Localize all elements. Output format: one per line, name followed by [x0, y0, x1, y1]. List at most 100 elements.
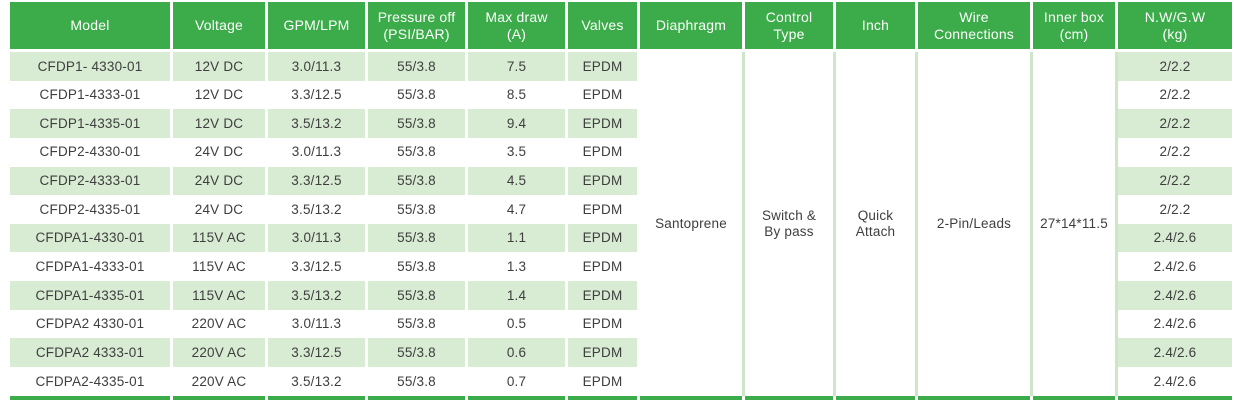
- cell-pressure-off: 55/3.8: [368, 367, 468, 396]
- cell-model: CFDP1-4335-01: [10, 109, 173, 138]
- cell-gpm-lpm: 3.3/12.5: [268, 252, 368, 282]
- table-bottom-border-row: [10, 395, 1232, 400]
- cell-voltage: 24V DC: [173, 166, 268, 196]
- cell-nw-gw: 2/2.2: [1118, 52, 1232, 81]
- cell-pressure-off: 55/3.8: [368, 252, 468, 282]
- cell-voltage: 12V DC: [173, 52, 268, 81]
- cell-valves: EPDM: [568, 252, 640, 282]
- bottom-border-segment-model: [10, 395, 173, 400]
- cell-max-draw: 0.5: [468, 309, 568, 339]
- bottom-border-segment-max-draw: [468, 395, 568, 400]
- cell-max-draw: 4.7: [468, 195, 568, 224]
- merged-cell-wire-connections: 2-Pin/Leads: [918, 52, 1033, 396]
- cell-nw-gw: 2.4/2.6: [1118, 223, 1232, 253]
- table-row: CFDPA2-4335-01 220V AC 3.5/13.2 55/3.8 0.7 EP…: [10, 367, 1232, 396]
- cell-gpm-lpm: 3.3/12.5: [268, 166, 368, 196]
- table-row: CFDP2-4335-01 24V DC 3.5/13.2 55/3.8 4.7 EPDM…: [10, 195, 1232, 224]
- cell-model: CFDP2-4333-01: [10, 166, 173, 196]
- cell-valves: EPDM: [568, 52, 640, 81]
- cell-nw-gw: 2.4/2.6: [1118, 338, 1232, 368]
- merged-cell-control-type: Switch & By pass: [745, 52, 836, 396]
- bottom-border-segment-inch: [836, 395, 918, 400]
- cell-model: CFDPA1-4335-01: [10, 281, 173, 310]
- cell-nw-gw: 2/2.2: [1118, 137, 1232, 167]
- cell-voltage: 220V AC: [173, 309, 268, 339]
- cell-model: CFDPA1-4333-01: [10, 252, 173, 282]
- cell-model: CFDPA2 4333-01: [10, 338, 173, 368]
- table-row: CFDP2-4330-01 24V DC 3.0/11.3 55/3.8 3.5 EPDM…: [10, 137, 1232, 167]
- cell-max-draw: 0.6: [468, 338, 568, 368]
- merged-cell-inner-box: 27*14*11.5: [1033, 52, 1118, 396]
- cell-gpm-lpm: 3.5/13.2: [268, 367, 368, 396]
- cell-max-draw: 1.1: [468, 223, 568, 253]
- table-header: Model Voltage GPM/LPM Pressure off (PSI/BAR…: [10, 2, 1232, 52]
- cell-nw-gw: 2.4/2.6: [1118, 281, 1232, 310]
- cell-valves: EPDM: [568, 195, 640, 224]
- cell-voltage: 220V AC: [173, 338, 268, 368]
- table-row: CFDPA2 4333-01 220V AC 3.3/12.5 55/3.8 0.6 EP…: [10, 338, 1232, 368]
- cell-nw-gw: 2/2.2: [1118, 80, 1232, 110]
- cell-pressure-off: 55/3.8: [368, 52, 468, 81]
- cell-nw-gw: 2.4/2.6: [1118, 367, 1232, 396]
- bottom-border-segment-gpm-lpm: [268, 395, 368, 400]
- cell-voltage: 115V AC: [173, 223, 268, 253]
- col-header-valves: Valves: [568, 2, 640, 52]
- cell-pressure-off: 55/3.8: [368, 309, 468, 339]
- pump-spec-table: Model Voltage GPM/LPM Pressure off (PSI/BAR…: [10, 2, 1232, 400]
- col-header-gpm-lpm: GPM/LPM: [268, 2, 368, 52]
- cell-pressure-off: 55/3.8: [368, 223, 468, 253]
- cell-valves: EPDM: [568, 338, 640, 368]
- table-row: CFDP2-4333-01 24V DC 3.3/12.5 55/3.8 4.5 EPDM…: [10, 166, 1232, 196]
- merged-cell-inch: Quick Attach: [836, 52, 918, 396]
- table-row: CFDPA1-4333-01 115V AC 3.3/12.5 55/3.8 1.3 EP…: [10, 252, 1232, 282]
- table-row: CFDP1- 4330-01 12V DC 3.0/11.3 55/3.8 7.5 EPD…: [10, 52, 1232, 396]
- cell-model: CFDP2-4330-01: [10, 137, 173, 167]
- cell-model: CFDPA1-4330-01: [10, 223, 173, 253]
- table-row: CFDP1-4335-01 12V DC 3.5/13.2 55/3.8 9.4 EPDM…: [10, 109, 1232, 138]
- table-row: CFDPA1-4330-01 115V AC 3.0/11.3 55/3.8 1.1 EP…: [10, 223, 1232, 253]
- bottom-border-segment-valves: [568, 395, 640, 400]
- cell-nw-gw: 2/2.2: [1118, 195, 1232, 224]
- cell-pressure-off: 55/3.8: [368, 195, 468, 224]
- bottom-border-segment-control-type: [745, 395, 836, 400]
- merged-cell-diaphragm: Santoprene: [640, 52, 745, 396]
- cell-pressure-off: 55/3.8: [368, 281, 468, 310]
- cell-gpm-lpm: 3.0/11.3: [268, 309, 368, 339]
- spec-table-container: Model Voltage GPM/LPM Pressure off (PSI/BAR…: [10, 2, 1232, 400]
- cell-pressure-off: 55/3.8: [368, 166, 468, 196]
- cell-nw-gw: 2.4/2.6: [1118, 309, 1232, 339]
- cell-pressure-off: 55/3.8: [368, 109, 468, 138]
- cell-valves: EPDM: [568, 137, 640, 167]
- cell-max-draw: 8.5: [468, 80, 568, 110]
- cell-voltage: 220V AC: [173, 367, 268, 396]
- cell-model: CFDP1-4333-01: [10, 80, 173, 110]
- cell-gpm-lpm: 3.5/13.2: [268, 281, 368, 310]
- col-header-voltage: Voltage: [173, 2, 268, 52]
- bottom-border-segment-voltage: [173, 395, 268, 400]
- cell-max-draw: 3.5: [468, 137, 568, 167]
- cell-max-draw: 0.7: [468, 367, 568, 396]
- cell-gpm-lpm: 3.5/13.2: [268, 195, 368, 224]
- table-body: CFDP1- 4330-01 12V DC 3.0/11.3 55/3.8 7.5 EPD…: [10, 52, 1232, 400]
- col-header-max-draw: Max draw (A): [468, 2, 568, 52]
- col-header-pressure-off: Pressure off (PSI/BAR): [368, 2, 468, 52]
- cell-voltage: 12V DC: [173, 109, 268, 138]
- col-header-wire-connections: Wire Connections: [918, 2, 1033, 52]
- table-row: CFDPA2 4330-01 220V AC 3.0/11.3 55/3.8 0.5 EP…: [10, 309, 1232, 339]
- cell-max-draw: 9.4: [468, 109, 568, 138]
- cell-valves: EPDM: [568, 309, 640, 339]
- cell-model: CFDP2-4335-01: [10, 195, 173, 224]
- table-row: CFDP1-4333-01 12V DC 3.3/12.5 55/3.8 8.5 EPDM…: [10, 80, 1232, 110]
- cell-valves: EPDM: [568, 281, 640, 310]
- cell-valves: EPDM: [568, 166, 640, 196]
- cell-voltage: 24V DC: [173, 137, 268, 167]
- cell-valves: EPDM: [568, 80, 640, 110]
- bottom-border-segment-wire-connections: [918, 395, 1033, 400]
- cell-gpm-lpm: 3.0/11.3: [268, 137, 368, 167]
- cell-voltage: 24V DC: [173, 195, 268, 224]
- bottom-border-segment-nw-gw: [1118, 395, 1232, 400]
- cell-pressure-off: 55/3.8: [368, 338, 468, 368]
- cell-nw-gw: 2/2.2: [1118, 166, 1232, 196]
- bottom-border-segment-pressure-off: [368, 395, 468, 400]
- cell-max-draw: 1.3: [468, 252, 568, 282]
